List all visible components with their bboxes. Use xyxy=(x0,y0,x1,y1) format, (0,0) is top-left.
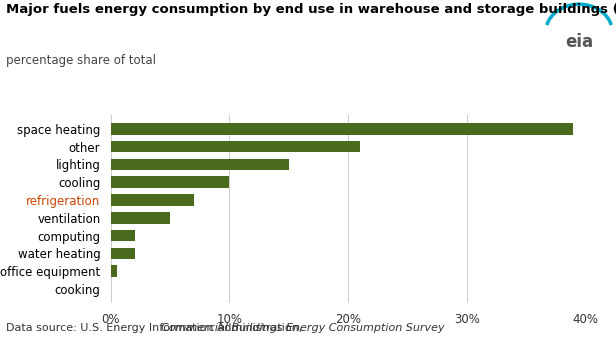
Bar xyxy=(111,194,194,206)
Text: Data source: U.S. Energy Information Administration,: Data source: U.S. Energy Information Adm… xyxy=(6,323,306,333)
Bar xyxy=(111,212,170,224)
Bar xyxy=(111,141,360,153)
Text: Major fuels energy consumption by end use in warehouse and storage buildings (20: Major fuels energy consumption by end us… xyxy=(6,3,616,17)
Bar xyxy=(111,265,117,277)
Text: Commercial Buildings Energy Consumption Survey: Commercial Buildings Energy Consumption … xyxy=(161,323,445,333)
Text: percentage share of total: percentage share of total xyxy=(6,54,156,67)
Bar xyxy=(111,159,289,170)
Text: eia: eia xyxy=(565,33,593,51)
Bar xyxy=(111,248,135,259)
Bar xyxy=(111,177,229,188)
Bar xyxy=(111,123,573,135)
Bar xyxy=(111,230,135,241)
